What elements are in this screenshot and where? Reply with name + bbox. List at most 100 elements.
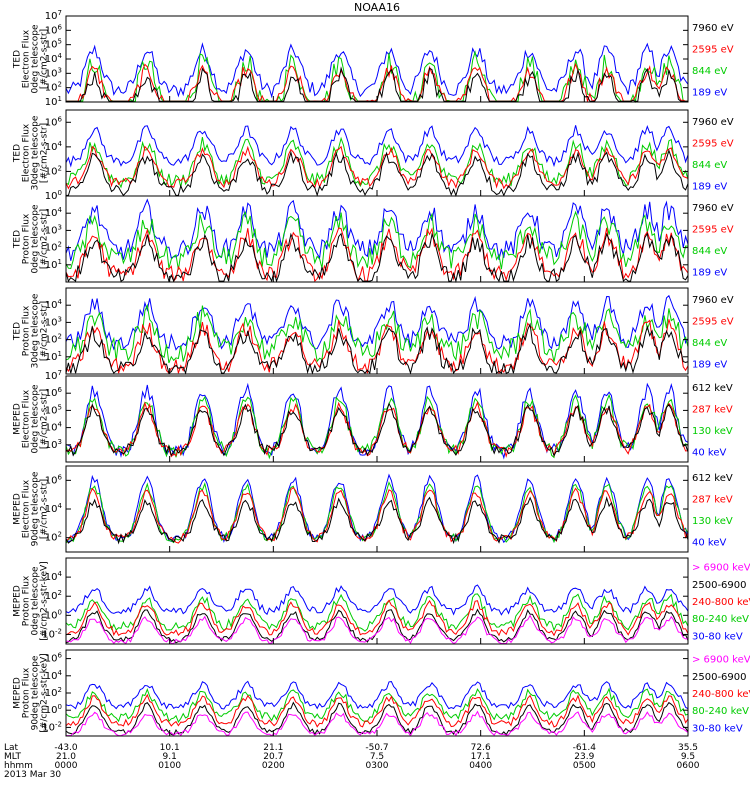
panel-frame xyxy=(65,287,689,375)
legend-entry: 189 eV xyxy=(692,181,727,192)
series-line-844-ev xyxy=(65,136,689,189)
legend-entry: 2500-6900 xyxy=(692,672,747,683)
x-axis-row-label: Lat xyxy=(4,743,19,753)
x-tick-lat: -50.7 xyxy=(365,743,388,753)
x-tick-mlt: 21.0 xyxy=(56,752,76,762)
y-axis-label: TEDElectron Flux30deg telescope[#/cm2-s-… xyxy=(13,115,50,190)
legend-entry: 189 eV xyxy=(692,267,727,278)
series-line-240-800-kev xyxy=(65,693,689,728)
legend-entry: 2595 eV xyxy=(692,224,734,235)
legend-entry: 7960 eV xyxy=(692,203,734,214)
y-tick-label: 101 xyxy=(45,95,62,108)
series-line-189-ev xyxy=(65,42,689,99)
series-line-287-kev xyxy=(65,400,689,458)
legend-entry: 40 keV xyxy=(692,537,726,548)
x-tick-hhmm: 0400 xyxy=(469,761,492,771)
x-tick-lat: 72.6 xyxy=(471,743,491,753)
legend-entry: 240-800 keV xyxy=(692,597,750,608)
x-tick-hhmm: 0200 xyxy=(262,761,285,771)
y-axis-label: MEPEDElectron Flux90deg telescope[#/cm2-… xyxy=(13,471,50,546)
legend-entry: 2595 eV xyxy=(692,44,734,55)
legend-entry: 844 eV xyxy=(692,246,727,257)
series-line-189-ev xyxy=(65,198,689,261)
legend-entry: 2595 eV xyxy=(692,316,734,327)
series-line-80-240-kev xyxy=(65,687,689,723)
legend-entry: 30-80 keV xyxy=(692,631,743,642)
x-tick-lat: -61.4 xyxy=(573,743,597,753)
legend-entry: 2595 eV xyxy=(692,138,734,149)
x-tick-mlt: 9.5 xyxy=(681,752,695,762)
legend-entry: 80-240 keV xyxy=(692,706,749,717)
legend-entry: 844 eV xyxy=(692,66,727,77)
x-tick-mlt: 9.1 xyxy=(163,752,177,762)
legend-entry: 2500-6900 xyxy=(692,580,747,591)
x-tick-mlt: 23.9 xyxy=(574,752,594,762)
y-axis-label: TEDProton Flux0deg telescope[#/cm2-s-str… xyxy=(13,204,50,274)
series-line-80-240-kev xyxy=(65,593,689,632)
panel-frame xyxy=(65,649,689,737)
legend-entry: 287 keV xyxy=(692,494,733,505)
x-tick-hhmm: 0500 xyxy=(573,761,596,771)
chart-title: NOAA16 xyxy=(354,1,400,14)
legend-entry: 612 keV xyxy=(692,383,733,394)
legend-entry: 130 keV xyxy=(692,426,733,437)
series-line-287-kev xyxy=(65,487,689,544)
legend-entry: 80-240 keV xyxy=(692,614,749,625)
legend-entry: 612 keV xyxy=(692,473,733,484)
series-line-612-kev xyxy=(65,402,689,457)
legend-entry: 189 eV xyxy=(692,359,727,370)
x-tick-lat: 21.1 xyxy=(263,743,283,753)
y-tick-label: 100 xyxy=(45,189,62,202)
legend-entry: 844 eV xyxy=(692,338,727,349)
x-axis-row-label: hhmm xyxy=(4,761,33,771)
y-axis-label: MEPEDElectron Flux0deg telescope[#/cm2-s… xyxy=(13,384,50,454)
series-line-130-kev xyxy=(65,481,689,544)
x-tick-lat: 35.5 xyxy=(678,743,698,753)
panel-frame xyxy=(65,375,689,463)
series-line-2500-6900 xyxy=(65,608,689,644)
y-axis-label: MEPEDProton Flux0deg telescope[#/cm2-s-s… xyxy=(13,561,50,640)
legend-entry: 7960 eV xyxy=(692,23,734,34)
x-tick-hhmm: 0100 xyxy=(158,761,181,771)
series-line-2595-ev xyxy=(65,227,689,283)
series-line-30-80-kev xyxy=(65,584,689,616)
y-axis-label: MEPEDProton Flux90deg telescope[#/cm2-s-… xyxy=(13,653,50,732)
y-axis-label: TEDElectron Flux0deg telescope[#/cm2-s-s… xyxy=(13,24,50,94)
legend-entry: 844 eV xyxy=(692,160,727,171)
legend-entry: 287 keV xyxy=(692,404,733,415)
series-line-30-80-kev xyxy=(65,680,689,710)
x-tick-lat: -43.0 xyxy=(54,743,78,753)
series-line-7960-ev xyxy=(66,148,689,197)
x-tick-hhmm: 0300 xyxy=(366,761,389,771)
x-axis-row-label: 2013 Mar 30 xyxy=(4,770,61,780)
legend-entry: 7960 eV xyxy=(692,117,734,128)
x-tick-hhmm: 0600 xyxy=(677,761,700,771)
legend-entry: > 6900 keV xyxy=(692,655,750,666)
series-line-844-ev xyxy=(65,303,689,364)
x-axis-row-label: MLT xyxy=(4,752,22,762)
x-tick-lat: 10.1 xyxy=(160,743,180,753)
series-line-130-kev xyxy=(65,393,689,460)
series-line-40-kev xyxy=(65,382,689,460)
legend-entry: 240-800 keV xyxy=(692,689,750,700)
x-tick-mlt: 20.7 xyxy=(263,752,283,762)
legend-entry: 189 eV xyxy=(692,87,727,98)
y-tick-label: 107 xyxy=(45,9,62,22)
legend-entry: 130 keV xyxy=(692,516,733,527)
series-line-612-kev xyxy=(65,496,689,545)
x-tick-mlt: 7.5 xyxy=(370,752,384,762)
legend-entry: 40 keV xyxy=(692,447,726,458)
legend-entry: 30-80 keV xyxy=(692,723,743,734)
y-tick-label: 107 xyxy=(45,369,62,382)
y-axis-label: TEDProton Flux30deg telescope[#/cm2-s-st… xyxy=(13,293,50,368)
legend-entry: > 6900 keV xyxy=(692,563,750,574)
